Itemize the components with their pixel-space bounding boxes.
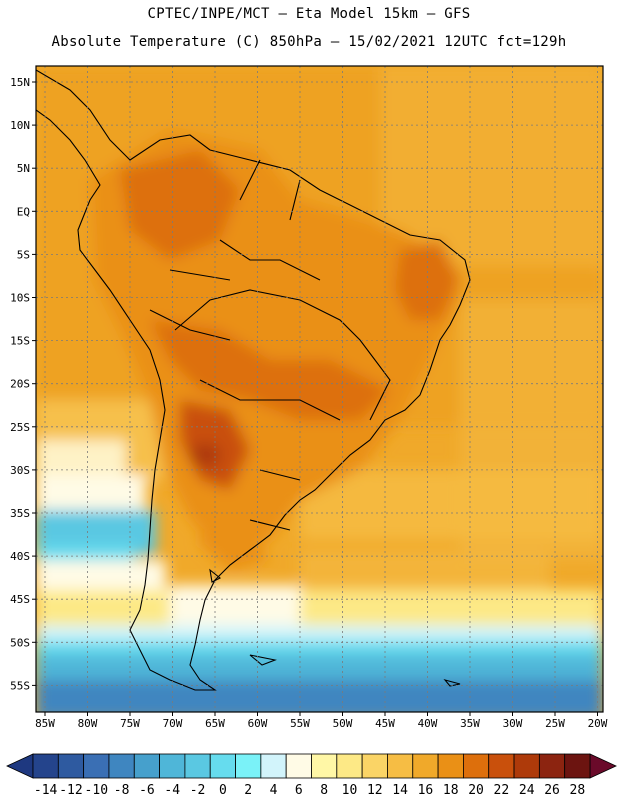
lon-label: 20W — [588, 717, 608, 730]
colorbar-label: -2 — [190, 783, 206, 798]
lat-label: 10S — [10, 292, 30, 305]
lon-label: 50W — [333, 717, 353, 730]
lat-label: 25S — [10, 421, 30, 434]
colorbar-swatch — [387, 753, 414, 779]
lat-label: 35S — [10, 507, 30, 520]
map-title: CPTEC/INPE/MCT – Eta Model 15km – GFS — [147, 6, 471, 22]
colorbar-swatch — [361, 753, 388, 779]
lat-label: 30S — [10, 464, 30, 477]
colorbar-label: -14 — [34, 783, 58, 798]
colorbar-label: 24 — [519, 783, 535, 798]
lat-label: 20S — [10, 378, 30, 391]
colorbar-swatch — [513, 753, 540, 779]
lon-label: 40W — [418, 717, 438, 730]
lat-label: 50S — [10, 636, 30, 649]
colorbar-swatch — [235, 753, 262, 779]
lon-label: 25W — [545, 717, 565, 730]
colorbar-swatch — [412, 753, 439, 779]
colorbar-swatch — [285, 753, 312, 779]
colorbar-label: 0 — [219, 783, 227, 798]
lon-label: 65W — [205, 717, 225, 730]
colorbar-swatch — [538, 753, 566, 779]
colorbar-swatch — [336, 753, 363, 779]
colorbar-label: 2 — [244, 783, 252, 798]
lat-label: 45S — [10, 593, 30, 606]
map-subtitle: Absolute Temperature (C) 850hPa – 15/02/… — [51, 34, 567, 50]
colorbar-swatch — [184, 753, 211, 779]
lon-label: 70W — [163, 717, 183, 730]
colorbar-label: 20 — [468, 783, 484, 798]
colorbar-label: -8 — [114, 783, 130, 798]
colorbar-label: 8 — [320, 783, 328, 798]
lon-label: 85W — [35, 717, 55, 730]
colorbar-swatch — [564, 753, 591, 779]
colorbar — [6, 753, 617, 779]
temperature-field — [36, 66, 603, 712]
lon-label: 30W — [503, 717, 523, 730]
colorbar-label: 26 — [544, 783, 560, 798]
lat-label: 10N — [10, 119, 30, 132]
colorbar-swatch — [209, 753, 236, 779]
lon-label: 55W — [290, 717, 310, 730]
lon-label: 45W — [375, 717, 395, 730]
lon-label: 35W — [460, 717, 480, 730]
colorbar-label: -10 — [85, 783, 108, 798]
colorbar-swatch — [159, 753, 186, 779]
colorbar-label: 28 — [570, 783, 586, 798]
map-frame — [35, 65, 604, 713]
colorbar-label: 14 — [392, 783, 408, 798]
colorbar-label: -12 — [59, 783, 82, 798]
colorbar-swatch — [108, 753, 135, 779]
colorbar-swatch — [83, 753, 110, 779]
lat-label: 15S — [10, 335, 30, 348]
colorbar-label: 6 — [295, 783, 303, 798]
colorbar-label: 22 — [494, 783, 510, 798]
lat-label: 15N — [10, 76, 30, 89]
lat-label: 5N — [17, 162, 30, 175]
lat-label: 55S — [10, 679, 30, 692]
colorbar-label: -4 — [164, 783, 180, 798]
colorbar-label: 4 — [270, 783, 278, 798]
colorbar-label: -6 — [139, 783, 155, 798]
colorbar-swatch — [463, 753, 490, 779]
colorbar-low-arrow — [6, 753, 34, 779]
colorbar-label: 12 — [367, 783, 383, 798]
colorbar-swatch — [32, 753, 59, 779]
colorbar-swatch — [311, 753, 338, 779]
colorbar-swatch — [57, 753, 85, 779]
colorbar-high-arrow — [589, 753, 617, 779]
lat-label: 40S — [10, 550, 30, 563]
colorbar-swatch — [488, 753, 515, 779]
lat-label: 5S — [17, 248, 30, 261]
colorbar-swatch — [437, 753, 464, 779]
lon-label: 75W — [120, 717, 140, 730]
colorbar-label: 18 — [443, 783, 459, 798]
colorbar-label: 10 — [342, 783, 358, 798]
colorbar-swatch — [133, 753, 160, 779]
lon-label: 60W — [248, 717, 268, 730]
coastlines — [36, 69, 471, 691]
colorbar-label: 16 — [418, 783, 434, 798]
lat-label: EQ — [17, 205, 30, 218]
colorbar-swatch — [260, 753, 287, 779]
lon-label: 80W — [78, 717, 98, 730]
